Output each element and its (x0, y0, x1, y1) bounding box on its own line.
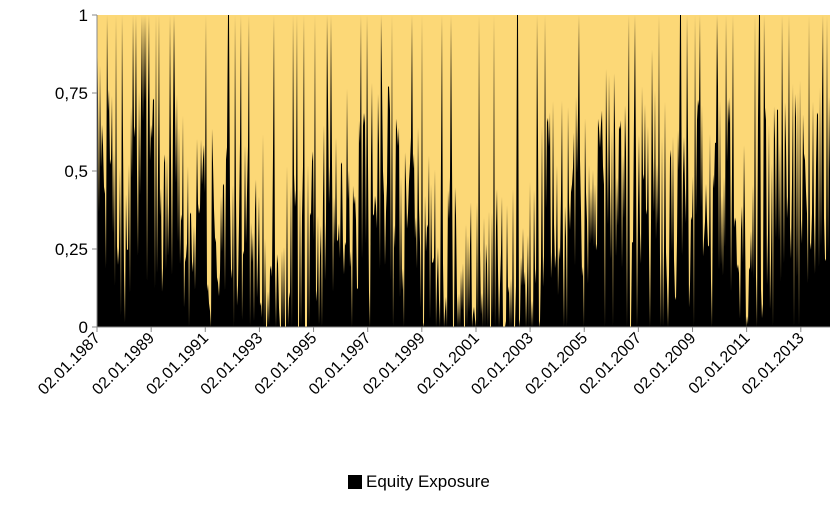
y-tick-label: 0,75 (55, 84, 88, 103)
legend-label: Equity Exposure (366, 472, 490, 491)
y-tick-label: 0,25 (55, 240, 88, 259)
y-tick-label: 1 (79, 6, 88, 25)
y-tick-label: 0,5 (64, 162, 88, 181)
y-tick-label: 0 (79, 318, 88, 337)
legend-swatch (348, 475, 362, 489)
legend: Equity Exposure (348, 472, 490, 492)
equity-exposure-area (97, 15, 830, 327)
